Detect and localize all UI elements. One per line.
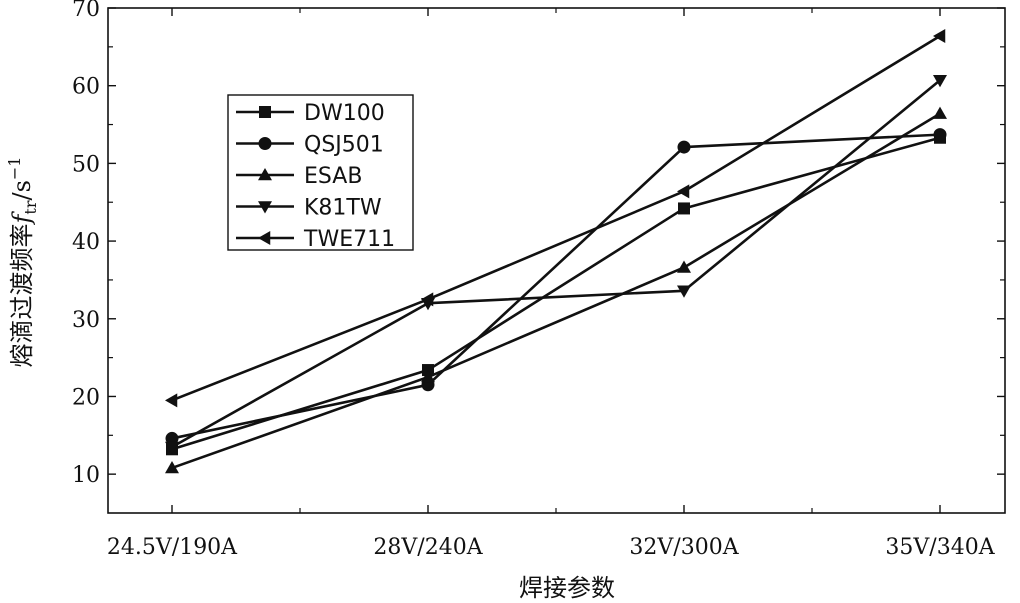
y-axis-title-sup: −1 [5, 157, 24, 181]
data-point [165, 441, 179, 454]
legend-marker [258, 201, 272, 214]
data-point [421, 292, 434, 307]
legend: DW100 QSJ501 ESAB K81TW TWE711 [227, 94, 414, 252]
series-line [171, 112, 941, 470]
data-point [677, 184, 690, 199]
y-axis-title-sub: tr [21, 200, 40, 214]
y-tick-label: 60 [72, 75, 100, 100]
y-axis-title-main: 熔滴过渡频率 [8, 223, 36, 367]
series-esab [165, 106, 947, 474]
legend-label: ESAB [304, 164, 362, 189]
y-tick-label: 20 [72, 385, 100, 410]
legend-label: QSJ501 [304, 133, 384, 158]
data-point [677, 140, 691, 154]
data-point [165, 460, 179, 474]
y-tick-label: 40 [72, 230, 100, 255]
plot-frame [107, 7, 1006, 514]
series-line [171, 136, 941, 451]
series-layer [165, 28, 947, 474]
y-tick-label: 70 [72, 0, 100, 22]
series-qsj501 [165, 128, 947, 445]
data-point [165, 393, 178, 408]
data-point [421, 370, 435, 383]
data-point [933, 75, 947, 88]
data-point [165, 431, 179, 445]
series-twe711 [165, 28, 946, 408]
data-point [678, 202, 690, 215]
x-axis-title: 焊接参数 [519, 574, 615, 602]
legend-marker [258, 137, 272, 150]
y-tick-label: 30 [72, 308, 100, 333]
legend-marker [258, 168, 272, 181]
legend-label: K81TW [304, 196, 382, 221]
x-tick-label: 24.5V/190A [107, 535, 238, 560]
y-tick-label: 10 [72, 463, 100, 488]
series-line [171, 34, 941, 402]
legend-marker [258, 231, 271, 245]
series-line [171, 79, 941, 449]
y-tick-label: 50 [72, 152, 100, 177]
legend-label: DW100 [304, 101, 385, 126]
legend-label: TWE711 [303, 227, 395, 252]
x-tick-label: 28V/240A [373, 535, 483, 560]
data-point [933, 106, 947, 119]
x-tick-label: 35V/340A [885, 535, 995, 560]
axis-ticks: 10 20 30 40 50 60 70 24.5V/190A 28V/240A 32V/300A… [72, 0, 1005, 560]
data-point [677, 285, 691, 298]
x-tick-label: 32V/300A [629, 535, 739, 560]
y-axis-title-unit: /s [8, 180, 36, 200]
series-line [171, 133, 941, 440]
data-point [933, 128, 947, 142]
data-point [677, 260, 691, 273]
legend-marker [259, 106, 271, 118]
data-point [933, 28, 946, 43]
y-axis-title: 熔滴过渡频率ftr/s−1 [5, 157, 40, 368]
legend-box [227, 94, 414, 251]
